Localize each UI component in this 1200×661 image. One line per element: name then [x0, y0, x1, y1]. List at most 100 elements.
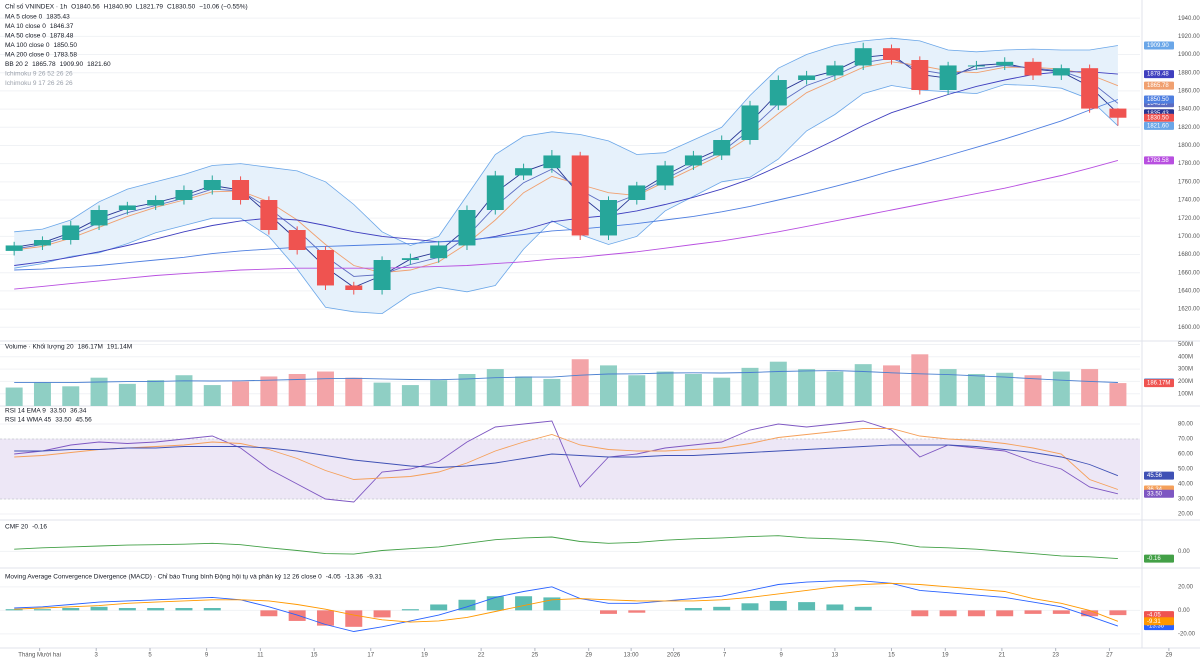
volume-bar: [996, 372, 1014, 406]
legend-text: O1840.56: [71, 4, 100, 11]
macd-histogram-bar: [118, 608, 136, 611]
volume-bar: [600, 365, 617, 406]
y-tick-label: 1820.00: [1178, 125, 1200, 131]
macd-histogram-bar: [62, 608, 80, 611]
macd-histogram-bar: [288, 610, 306, 621]
volume-ma: [14, 370, 1118, 384]
volume-bar: [543, 378, 561, 406]
value-tag-label: -4.05: [1147, 613, 1161, 619]
candle-body: [854, 48, 872, 66]
pane-2: [0, 420, 1140, 515]
legend-text: -4.05: [326, 574, 341, 581]
value-tag: [1144, 617, 1174, 626]
volume-bar: [147, 380, 165, 406]
legend-text: 191.14M: [107, 344, 132, 351]
volume-bar: [656, 371, 674, 406]
legend-text: 1865.78: [32, 61, 56, 68]
candle-body: [458, 210, 476, 246]
legend-text: -13.36: [345, 574, 364, 581]
volume-bar: [33, 382, 51, 406]
candle-body: [288, 230, 306, 250]
candle-body: [515, 168, 533, 176]
volume-bar: [1109, 383, 1127, 406]
legend-text: Ichimoku 9 26 52 26 26: [5, 71, 73, 78]
value-tag-label: 1909.90: [1147, 43, 1169, 49]
y-tick-label: 1600.00: [1178, 325, 1200, 331]
candle-body: [571, 155, 589, 236]
legend-text: RSI 14 EMA 9: [5, 408, 46, 415]
macd-histogram-bar: [345, 610, 363, 627]
volume-bar: [911, 354, 929, 406]
y-tick-label: 1720.00: [1178, 216, 1200, 222]
x-tick-label: 29: [1166, 653, 1173, 659]
x-tick-label: 29: [585, 653, 592, 659]
candle-body: [33, 240, 51, 246]
volume-bar: [430, 380, 448, 406]
ma-line: [14, 71, 1118, 266]
value-tag: [1144, 121, 1174, 130]
macd-histogram-bar: [967, 610, 985, 617]
candle-body: [741, 105, 759, 140]
bb-upper: [14, 37, 1118, 246]
value-tag-label: 1865.78: [1147, 83, 1169, 89]
indicator-line: [14, 420, 1119, 503]
value-tag-label: 1783.58: [1147, 158, 1169, 164]
volume-bar: [373, 382, 391, 406]
volume-bar: [486, 369, 504, 406]
legend-text: 33.50: [50, 408, 67, 415]
volume-bar: [854, 364, 872, 406]
candle-body: [1052, 68, 1070, 76]
legend-text: L1821.79: [136, 4, 163, 11]
candle-body: [713, 140, 731, 156]
rsi-band: [0, 439, 1140, 499]
value-tag-label: 1850.50: [1147, 97, 1169, 103]
volume-bar: [515, 376, 533, 406]
volume-bar: [967, 374, 985, 406]
y-tick-label: 1700.00: [1178, 234, 1200, 240]
legend-text: 36.34: [70, 408, 87, 415]
macd-histogram-bar: [203, 608, 221, 611]
value-tag: [1144, 611, 1174, 620]
value-tag: [1144, 70, 1174, 79]
y-tick-label: 1860.00: [1178, 88, 1200, 94]
value-tag: [1144, 156, 1174, 165]
y-tick-label: 1620.00: [1178, 307, 1200, 313]
x-tick-label: 19: [421, 653, 428, 659]
ma-line: [14, 159, 1119, 290]
value-tag: [1144, 471, 1174, 480]
pane-4: [0, 580, 1140, 635]
candle-body: [62, 225, 80, 240]
volume-bar: [288, 374, 306, 406]
candle-body: [656, 165, 674, 186]
x-tick-label: 17: [367, 653, 374, 659]
legend-text: -0.16: [32, 524, 47, 531]
legend-text: H1840.90: [104, 4, 133, 11]
candle-body: [600, 200, 617, 236]
legend-text: Moving Average Convergence Divergence (M…: [5, 573, 322, 581]
value-tag-label: -9.31: [1147, 619, 1161, 625]
volume-bar: [175, 375, 193, 406]
x-tick-label: 9: [205, 653, 209, 659]
legend-text: BB 20 2: [5, 61, 29, 68]
y-tick-label: 1660.00: [1178, 270, 1200, 276]
legend-text: MA 100 close 0: [5, 42, 50, 49]
legend-text: 1821.60: [87, 61, 111, 68]
candle-body: [486, 175, 504, 210]
value-tag-label: -13.36: [1147, 624, 1165, 630]
legend-text: MA 200 close 0: [5, 52, 50, 59]
candle-body: [1024, 61, 1042, 76]
value-tag-label: 186.17M: [1147, 381, 1170, 387]
y-tick-label: 40.00: [1178, 482, 1194, 488]
candle-body: [203, 180, 221, 190]
value-tag-label: 45.56: [1147, 473, 1163, 479]
y-tick-label: 200M: [1178, 379, 1193, 385]
x-tick-label: 11: [257, 653, 264, 659]
legend-text: 1878.48: [50, 33, 74, 40]
legend-text: Volume · Khối lượng 20: [5, 342, 74, 351]
y-tick-label: 1900.00: [1178, 52, 1200, 58]
macd-histogram-bar: [1081, 610, 1099, 617]
macd-histogram-bar: [147, 608, 165, 611]
y-tick-label: 20.00: [1178, 512, 1194, 518]
ma-line: [14, 54, 1119, 288]
y-tick-label: 300M: [1178, 367, 1193, 373]
